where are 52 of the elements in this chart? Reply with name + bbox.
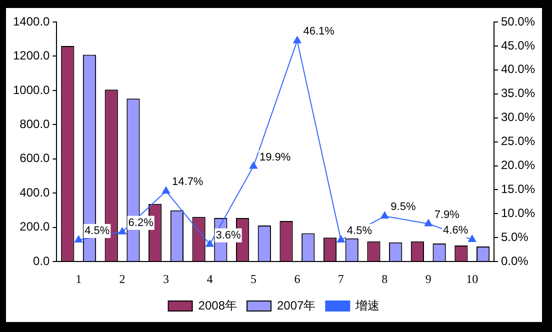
point [74,236,83,243]
x-tick-label: 7 [338,272,344,286]
point [336,236,345,243]
point [424,219,432,226]
y2-tick-label: 20.0% [500,158,536,172]
y-tick-label: 800.0 [20,117,50,131]
x-tick-label: 8 [382,272,388,286]
y2-tick-label: 35.0% [500,86,536,100]
legend-label: 2007年 [277,298,316,312]
point [380,212,389,219]
y2-tick-label: 30.0% [500,110,536,124]
x-tick-label: 10 [466,272,478,286]
y-tick-label: 200.0 [20,220,50,234]
y2-tick-label: 50.0% [500,14,536,28]
point [250,162,258,169]
y-tick-label: 600.0 [20,151,50,166]
data-label: 14.7% [172,176,204,188]
x-tick-label: 6 [294,272,300,286]
data-label: 4.6% [443,224,468,237]
data-label: 19.9% [259,151,291,164]
x-tick-label: 5 [250,272,256,286]
y-tick-label: 1200.0 [13,48,50,63]
point [162,186,170,194]
point [468,235,476,242]
y2-tick-label: 40.0% [500,62,536,76]
legend-label: 增速 [354,298,380,312]
y2-tick-label: 15.0% [500,182,536,196]
point [118,227,126,234]
y2-tick-label: 0.0% [500,254,529,268]
x-tick-label: 2 [119,272,126,286]
y2-tick-label: 45.0% [500,38,536,52]
data-label: 4.5% [346,225,372,238]
y-tick-label: 1000.0 [13,82,50,97]
x-tick-label: 4 [206,272,213,286]
data-label: 3.6% [216,229,242,242]
point [293,36,302,44]
data-label: 6.2% [128,216,154,229]
data-label: 7.9% [434,208,460,221]
y-tick-label: 0.0 [33,254,50,268]
y2-tick-label: 10.0% [500,206,536,220]
y-tick-label: 1400.0 [13,14,50,28]
x-tick-label: 9 [425,272,432,286]
y2-tick-label: 25.0% [500,134,536,148]
y2-tick-label: 5.0% [500,230,529,244]
point [206,240,214,247]
x-tick-label: 3 [163,272,170,286]
data-label: 46.1% [303,26,335,38]
legend-label: 2008年 [198,298,238,312]
y-tick-label: 400.0 [20,185,50,200]
x-tick-label: 1 [76,272,82,286]
data-label: 9.5% [390,201,416,214]
data-label: 4.5% [84,225,110,238]
